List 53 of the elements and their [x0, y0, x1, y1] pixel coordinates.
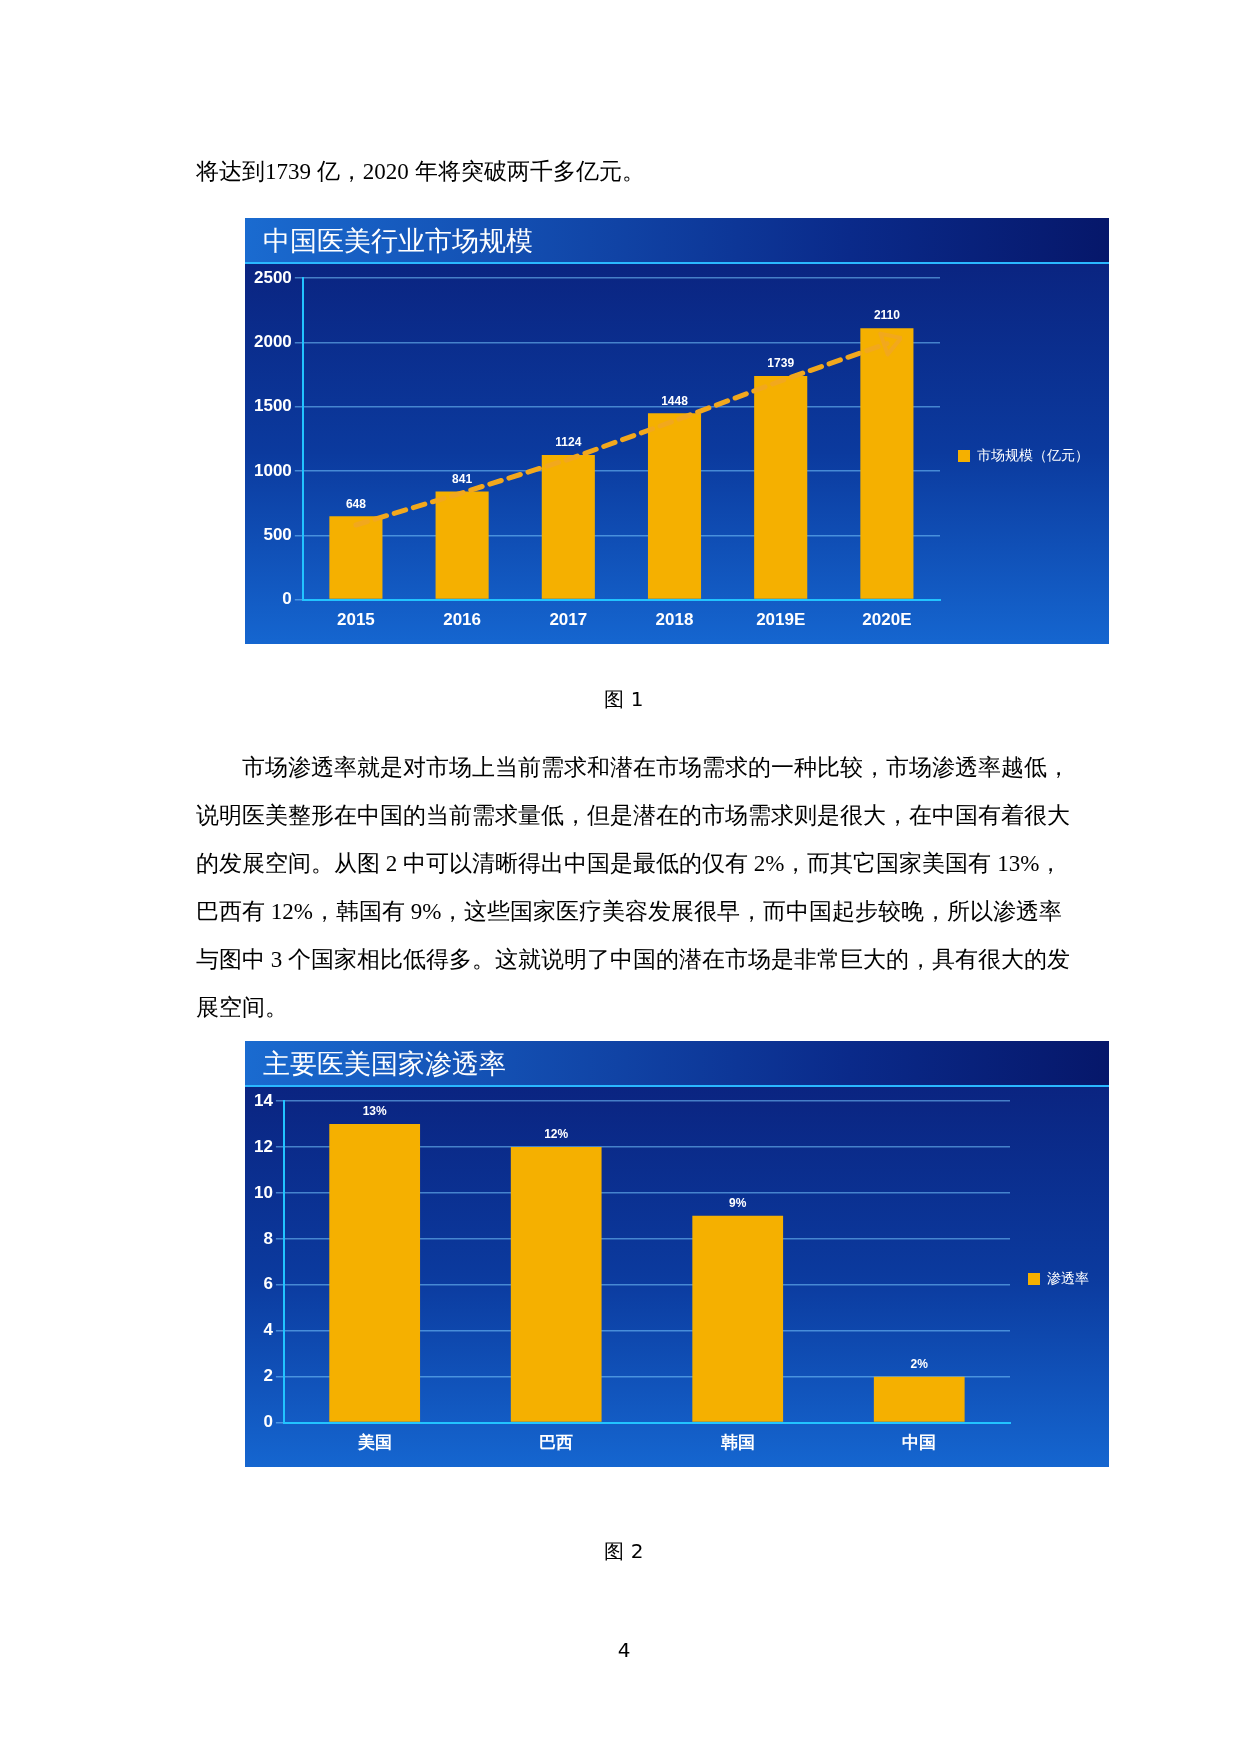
y-tick-label: 12 — [253, 1136, 273, 1156]
y-tick-label: 10 — [253, 1182, 273, 1202]
x-tick-label: 韩国 — [719, 1433, 755, 1453]
data-label: 841 — [452, 471, 473, 486]
y-tick-label: 2500 — [253, 267, 292, 287]
caption: 图 1 — [603, 686, 645, 713]
bar — [692, 1215, 784, 1422]
y-tick-label: 8 — [263, 1228, 273, 1248]
x-tick-label: 2017 — [549, 610, 588, 630]
chart-title: 中国医美行业市场规模 — [245, 218, 1109, 264]
y-tick-label: 0 — [282, 589, 292, 609]
text: 4 — [616, 1638, 632, 1662]
bar — [329, 1123, 421, 1422]
y-tick-label: 6 — [263, 1274, 273, 1294]
data-label: 2% — [910, 1356, 929, 1371]
text: 将达到1739 亿，2020 年将突破两千多亿元。 — [196, 158, 646, 186]
data-label: 648 — [345, 496, 367, 511]
y-tick-label: 500 — [263, 524, 292, 544]
x-tick-label: 2020E — [862, 610, 912, 630]
text: 市场渗透率就是对市场上当前需求和潜在市场需求的一种比较，市场渗透率越低，说明医美整形在中国的当前需求量低，但是潜在的市场需求则是很大，在中国有着很大的发展空间。从图 2 中可以清晰得出中国是最低的仅有 2%，而其它国家美国有 13%，巴西有 12%，韩国有 9%，这些国家医疗美容发展很早，而中国起步较晚，所以渗透率与图中 3 个国家相比低得多。这就说明了中国的潜在市场是非常巨大的，具有很大的发展空间。 — [196, 754, 1071, 1022]
y-tick-label: 4 — [263, 1320, 274, 1340]
bar — [510, 1146, 602, 1422]
data-label: 12% — [544, 1127, 569, 1142]
bar — [435, 491, 489, 599]
caption: 图 2 — [603, 1538, 645, 1565]
x-tick-label: 2018 — [655, 610, 694, 630]
y-tick-label: 1500 — [253, 396, 292, 416]
y-tick-label: 2000 — [253, 332, 292, 352]
bar — [647, 413, 702, 599]
data-label: 1124 — [555, 435, 582, 450]
y-tick-label: 2 — [263, 1366, 273, 1386]
data-label: 2110 — [873, 308, 901, 323]
bar — [860, 328, 914, 599]
bar — [329, 516, 383, 599]
chart-title: 主要医美国家渗透率 — [245, 1041, 1109, 1087]
x-tick-label: 美国 — [356, 1433, 392, 1453]
y-tick-label: 0 — [263, 1412, 273, 1432]
x-tick-label: 巴西 — [539, 1433, 574, 1453]
x-tick-label: 中国 — [902, 1433, 937, 1453]
legend-label: 渗透率 — [1047, 1269, 1089, 1286]
x-tick-label: 2015 — [337, 610, 375, 630]
x-tick-label: 2019E — [756, 610, 806, 630]
bar — [754, 375, 808, 599]
x-tick-label: 2016 — [443, 610, 482, 630]
data-label: 13% — [362, 1104, 387, 1119]
y-tick-label: 14 — [253, 1090, 274, 1110]
bar — [873, 1376, 965, 1422]
data-label: 1739 — [767, 356, 795, 371]
legend-label: 市场规模（亿元） — [977, 446, 1089, 463]
data-label: 9% — [729, 1196, 747, 1211]
y-tick-label: 1000 — [253, 460, 292, 480]
bar — [541, 455, 595, 599]
data-label: 1448 — [661, 393, 689, 408]
